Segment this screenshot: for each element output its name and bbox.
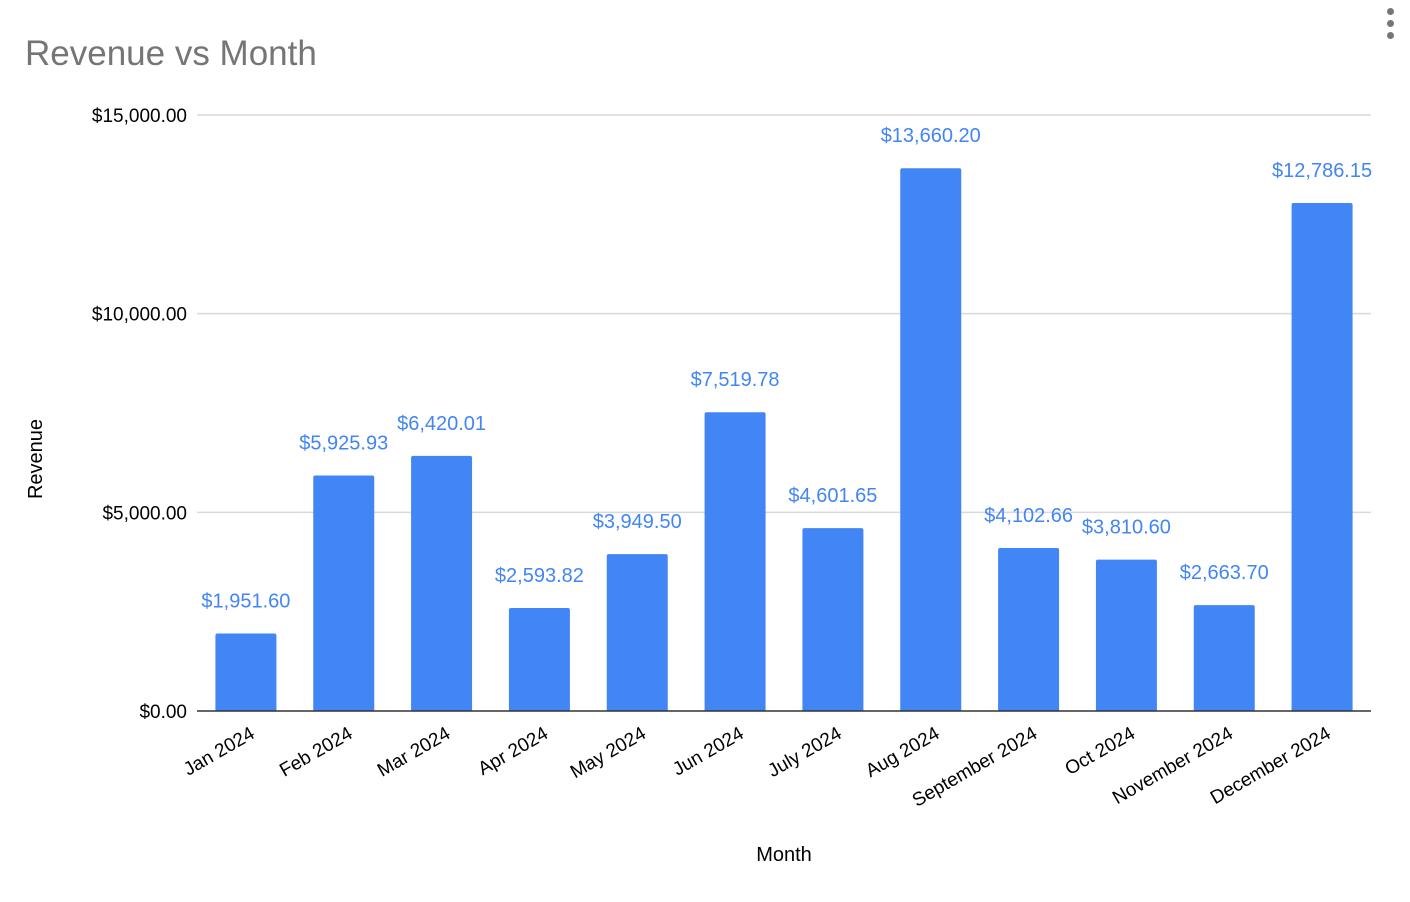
y-tick-label: $10,000.00 [92,305,187,326]
bar [508,607,570,711]
y-axis-ticks: $0.00 $5,000.00 $10,000.00 $15,000.00 [92,106,187,723]
x-axis-title: Month [756,844,812,866]
data-label: $4,601.65 [788,485,877,507]
chart-title: Revenue vs Month [25,34,317,73]
x-tick-label: Mar 2024 [374,723,454,782]
data-label: $2,663.70 [1180,562,1269,584]
y-tick-label: $0.00 [139,702,187,723]
data-label: $5,925.93 [299,433,388,455]
data-label: $7,519.78 [691,369,780,391]
bar [1193,605,1255,711]
data-label: $12,786.15 [1272,160,1372,182]
data-label: $2,593.82 [495,565,584,587]
data-label: $13,660.20 [881,125,981,147]
bar [1095,559,1157,711]
x-tick-label: Oct 2024 [1062,723,1140,780]
x-tick-label: Aug 2024 [862,723,943,782]
data-label: $3,949.50 [593,511,682,533]
more-options-button[interactable] [1376,4,1406,44]
x-tick-label: Jun 2024 [669,723,748,780]
more-vert-icon [1387,8,1394,15]
bar [704,412,766,711]
x-tick-label: Jan 2024 [180,723,259,780]
bar [1291,202,1353,712]
x-tick-label: Apr 2024 [475,723,553,780]
x-tick-label: May 2024 [567,723,650,783]
gridlines [197,114,1371,514]
data-label: $6,420.01 [397,413,486,435]
data-label: $1,951.60 [201,590,290,612]
bar [411,455,473,711]
more-vert-icon-dot-3 [1387,32,1394,39]
x-tick-label: Feb 2024 [276,723,356,782]
x-axis-ticks: Jan 2024 Feb 2024 Mar 2024 Apr 2024 May 2024… [180,723,1335,812]
bars [215,168,1353,712]
x-tick-label: July 2024 [764,723,845,782]
bar [900,168,962,711]
y-tick-label: $15,000.00 [92,106,187,127]
data-label: $3,810.60 [1082,517,1171,539]
data-labels: $1,951.60 $5,925.93 $6,420.01 $2,593.82 $3,9… [201,125,1372,612]
data-label: $4,102.66 [984,505,1073,527]
more-vert-icon-dot-2 [1387,20,1394,27]
bar [998,547,1060,711]
y-tick-label: $5,000.00 [102,503,187,524]
bar [215,633,277,711]
bar [802,528,864,711]
bar [606,554,668,711]
bar [313,475,375,711]
y-axis-title: Revenue [25,419,47,499]
